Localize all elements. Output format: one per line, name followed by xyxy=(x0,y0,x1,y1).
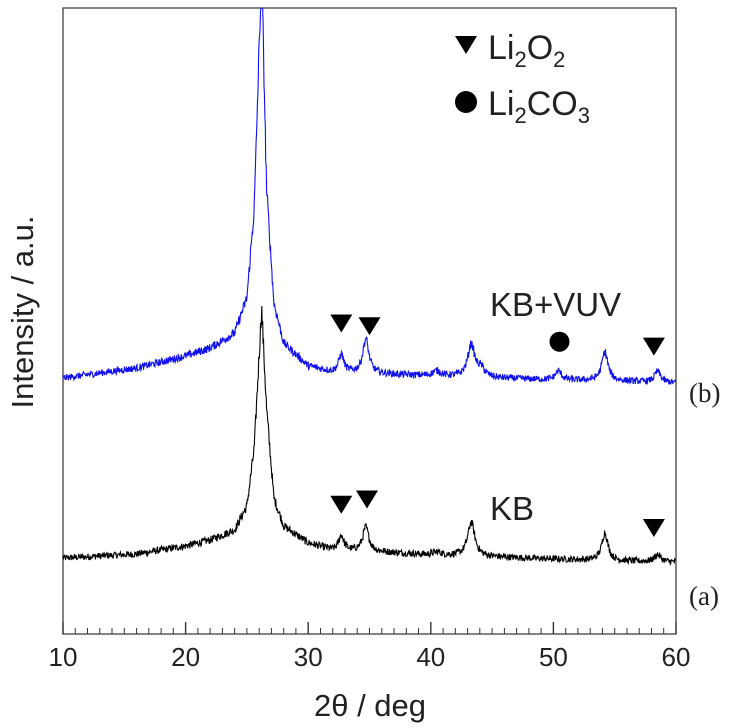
legend-entry-li2co3: Li2CO3 xyxy=(455,85,590,128)
y-axis-title: Intensity / a.u. xyxy=(5,216,40,409)
x-tick-label: 30 xyxy=(294,642,323,672)
peak-marker-triangle-down-1-1 xyxy=(358,317,381,336)
series-layer xyxy=(62,7,677,567)
peak-marker-triangle-down-1-3 xyxy=(642,337,665,356)
peak-marker-triangle-down-0-2 xyxy=(642,519,665,537)
peak-marker-triangle-down-0-1 xyxy=(356,490,378,509)
x-tick-label: 20 xyxy=(171,642,200,672)
legend-circle-marker xyxy=(455,91,477,113)
series-label-kb: KB xyxy=(490,490,534,527)
series-line-kb xyxy=(62,306,676,567)
legend-label-li2o2: Li2O2 xyxy=(488,29,565,72)
legend: Li2O2 Li2CO3 xyxy=(455,29,590,128)
x-tick-label: 40 xyxy=(416,642,445,672)
x-axis-ticks: 10 20 30 40 50 60 xyxy=(49,622,691,672)
peak-marker-circle-1-2 xyxy=(549,331,570,352)
legend-triangle-marker xyxy=(455,36,477,54)
marker-layer xyxy=(330,314,665,537)
x-tick-label: 10 xyxy=(49,642,78,672)
panel-label-b: (b) xyxy=(689,378,720,408)
series-line-kb-vuv xyxy=(62,7,677,386)
x-axis-title: 2θ / deg xyxy=(314,688,426,723)
peak-marker-triangle-down-0-0 xyxy=(330,495,353,514)
x-tick-label: 60 xyxy=(662,642,691,672)
peak-marker-triangle-down-1-0 xyxy=(330,314,353,333)
legend-label-li2co3: Li2CO3 xyxy=(488,85,590,128)
series-label-kb-vuv: KB+VUV xyxy=(490,286,621,323)
panel-label-a: (a) xyxy=(689,581,719,611)
x-tick-label: 50 xyxy=(539,642,568,672)
legend-entry-li2o2: Li2O2 xyxy=(455,29,565,72)
